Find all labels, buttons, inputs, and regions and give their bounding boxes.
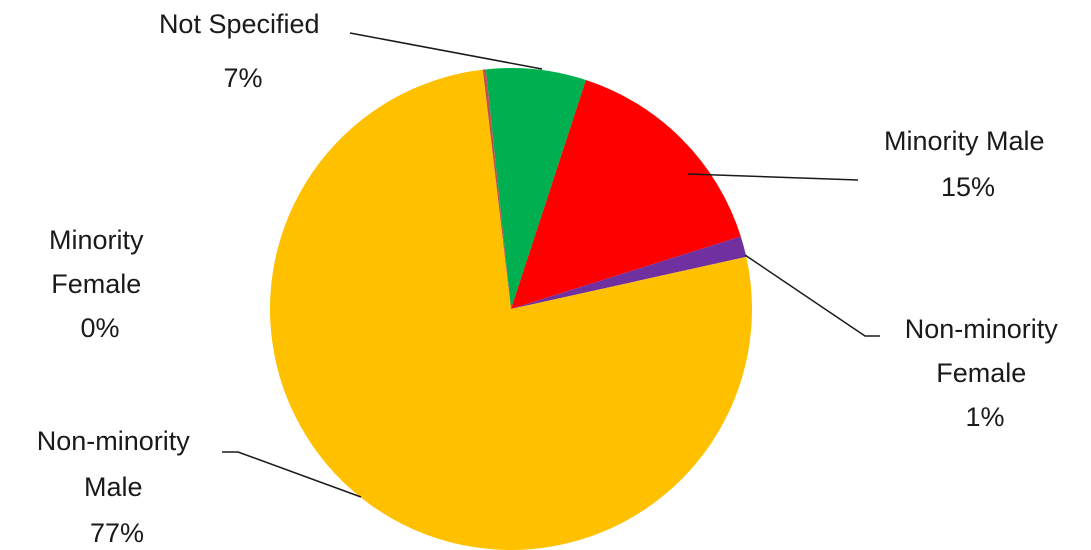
leader-line-non-minority-female (744, 254, 880, 337)
data-label-non-minority-male: Non-minority Male 77% (37, 426, 198, 548)
data-label-minority-female: Minority Female 0% (49, 225, 151, 343)
leader-line-not-specified (349, 32, 543, 70)
data-label-not-specified: Not Specified 7% (159, 9, 327, 93)
label-pct-non-minority-female: 1% (965, 402, 1004, 432)
label-name-minority-male: Minority Male (884, 126, 1045, 156)
pie-slice-non-minority-male (270, 69, 753, 550)
leader-line-minority-male (687, 173, 859, 181)
pie-slices (270, 67, 753, 550)
label-name-not-specified: Not Specified (159, 9, 320, 39)
label-name-non-minority-female-1: Non-minority (905, 314, 1059, 344)
data-label-non-minority-female: Non-minority Female 1% (905, 314, 1066, 432)
label-pct-minority-male: 15% (941, 172, 995, 202)
leader-line-non-minority-male (222, 451, 362, 498)
pie-slice-not-specified (485, 67, 586, 309)
label-name-minority-female-2: Female (51, 269, 141, 299)
label-pct-non-minority-male: 77% (90, 518, 144, 548)
pie-slice-non-minority-female (511, 236, 747, 309)
pie-slice-minority-female (482, 69, 511, 309)
label-name-non-minority-male-1: Non-minority (37, 426, 191, 456)
label-pct-minority-female: 0% (80, 313, 119, 343)
pie-slice-minority-male (511, 79, 741, 309)
leader-lines (222, 32, 880, 498)
label-name-non-minority-male-2: Male (84, 472, 143, 502)
data-label-minority-male: Minority Male 15% (884, 126, 1052, 202)
label-name-non-minority-female-2: Female (936, 358, 1026, 388)
label-name-minority-female-1: Minority (49, 225, 144, 255)
label-pct-not-specified: 7% (223, 63, 262, 93)
